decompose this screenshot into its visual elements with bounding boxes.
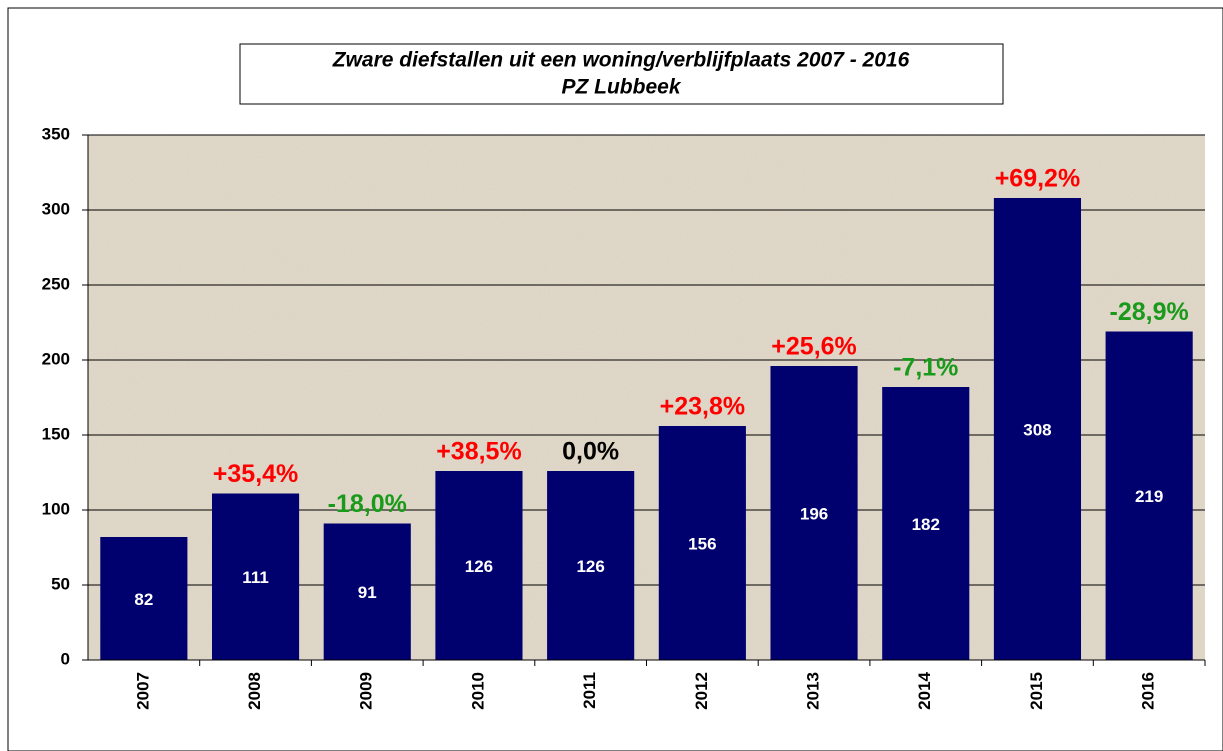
- change-label: +35,4%: [213, 460, 299, 488]
- bar: [993, 198, 1082, 660]
- y-tick-label: 250: [42, 274, 70, 293]
- x-tick-label: 2014: [915, 671, 934, 709]
- chart-subtitle: PZ Lubbeek: [561, 76, 681, 99]
- value-label: 111: [242, 568, 269, 587]
- change-label: +38,5%: [436, 438, 522, 466]
- x-tick-label: 2007: [133, 672, 152, 710]
- y-tick-label: 0: [61, 649, 70, 668]
- bar: [658, 426, 746, 660]
- change-label: -28,9%: [1110, 298, 1189, 326]
- y-tick-label: 200: [42, 349, 70, 368]
- title-box: [239, 43, 1004, 105]
- value-label: 182: [912, 515, 940, 534]
- change-label: 0,0%: [562, 438, 619, 466]
- x-tick-label: 2012: [692, 672, 711, 710]
- x-tick-label: 2013: [804, 672, 823, 710]
- y-tick-label: 100: [42, 499, 70, 518]
- change-label: +23,8%: [660, 393, 746, 421]
- y-tick-label: 150: [42, 424, 70, 443]
- value-label: 126: [465, 557, 493, 576]
- y-tick-label: 50: [51, 574, 70, 593]
- value-label: 82: [134, 590, 153, 609]
- y-tick-label: 300: [42, 199, 70, 218]
- bar: [323, 523, 411, 660]
- x-tick-label: 2011: [580, 672, 599, 709]
- change-label: -7,1%: [893, 354, 958, 382]
- x-tick-label: 2010: [468, 672, 487, 710]
- bar: [211, 493, 300, 660]
- x-tick-label: 2016: [1139, 672, 1158, 710]
- y-tick-label: 350: [42, 124, 70, 143]
- change-label: -18,0%: [328, 490, 407, 518]
- x-tick-label: 2009: [357, 672, 376, 710]
- bar: [882, 387, 970, 660]
- value-label: 91: [358, 583, 377, 602]
- bar: [770, 366, 858, 660]
- x-tick-label: 2008: [245, 672, 264, 710]
- value-label: 126: [576, 557, 604, 576]
- value-label: 196: [800, 504, 828, 523]
- bar: [435, 471, 523, 660]
- change-label: +69,2%: [995, 165, 1081, 193]
- bar: [100, 537, 188, 660]
- value-label: 156: [688, 534, 716, 553]
- value-label: 308: [1023, 420, 1051, 439]
- bar: [1105, 331, 1193, 660]
- change-label: +25,6%: [771, 333, 857, 361]
- chart-title: Zware diefstallen uit een woning/verblij…: [332, 49, 910, 72]
- x-tick-label: 2015: [1027, 672, 1046, 710]
- plot: 0 50 100 150 200 250 300 350 82 2007 111 2008 +35,4%…: [42, 124, 1206, 710]
- value-label: 219: [1135, 487, 1163, 506]
- bar: [547, 471, 635, 660]
